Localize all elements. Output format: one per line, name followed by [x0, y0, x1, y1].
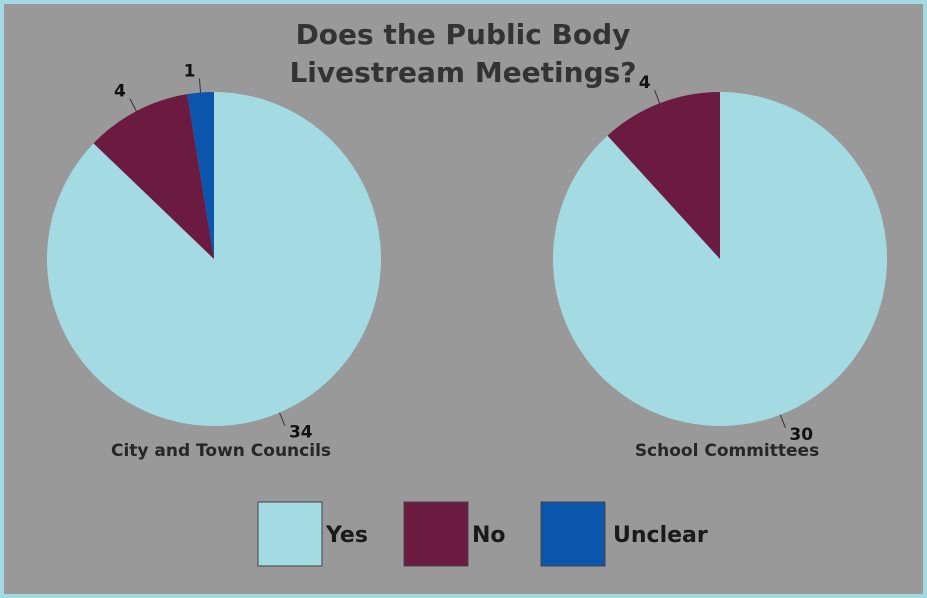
pie-label-school-committees: School Committees	[635, 441, 819, 461]
data-label-leader-city-and-town-councils-yes	[278, 412, 286, 426]
legend-label-unclear: Unclear	[613, 523, 708, 548]
data-label-leader-school-committees-yes	[779, 414, 786, 428]
chart-title-line-1: Does the Public Body	[296, 18, 631, 51]
pie-chart-figure: Does the Public Body Livestream Meetings…	[46, 18, 887, 567]
pie-slice-school-committees-no	[607, 92, 720, 259]
legend-swatch-yes	[257, 501, 323, 567]
pie-label-city-and-town-councils: City and Town Councils	[111, 441, 331, 461]
pie-slice-city-and-town-councils-yes	[46, 92, 382, 427]
chart-title-line-2: Livestream Meetings?	[289, 56, 636, 89]
data-label-leader-city-and-town-councils-no	[129, 98, 137, 112]
data-label-leader-city-and-town-councils-unclear	[198, 78, 202, 93]
chart-legend: Yes No Unclear	[257, 501, 708, 567]
data-label-school-committees-no: 4	[639, 73, 651, 93]
data-label-city-and-town-councils-unclear: 1	[184, 62, 196, 82]
pie-slice-city-and-town-councils-no	[93, 94, 214, 260]
data-label-city-and-town-councils-no: 4	[114, 82, 126, 102]
legend-swatch-no	[403, 501, 469, 567]
data-label-leader-school-committees-no	[654, 90, 661, 104]
chart-frame: Does the Public Body Livestream Meetings…	[4, 4, 923, 594]
legend-label-yes: Yes	[325, 523, 368, 548]
data-label-city-and-town-councils-yes: 34	[289, 423, 313, 443]
pie-slice-city-and-town-councils-unclear	[187, 92, 214, 259]
legend-label-no: No	[472, 523, 506, 548]
legend-swatch-unclear	[540, 501, 606, 567]
data-label-school-committees-yes: 30	[789, 425, 813, 445]
pie-city-and-town-councils: 34 4 1	[46, 62, 382, 443]
pie-school-committees: 30 4	[552, 73, 887, 445]
